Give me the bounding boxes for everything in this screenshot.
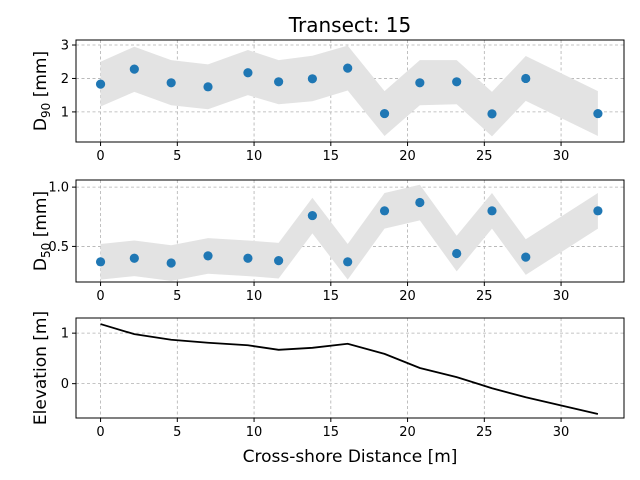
elevation-profile-line — [100, 323, 599, 415]
d90-range-band — [100, 45, 598, 137]
d90-point-0 — [95, 79, 106, 89]
d90-point-10 — [452, 77, 462, 87]
d90-axes-frame — [75, 39, 625, 143]
elevation-xtick-label-5: 25 — [476, 425, 493, 440]
d90-xtick-label-1: 5 — [173, 149, 181, 164]
d50-point-9 — [415, 197, 425, 208]
d50-point-1 — [129, 253, 139, 263]
d50-point-12 — [521, 252, 531, 262]
d90-point-5 — [274, 77, 284, 87]
elevation-xtick-label-1: 5 — [173, 425, 181, 440]
d90-panel: 0 5 10 15 20 25 30 1 2 3 D90 [mm] — [31, 39, 625, 164]
d90-point-8 — [379, 108, 390, 119]
d90-xtick-label-2: 10 — [246, 149, 263, 164]
d90-xtick-label-0: 0 — [96, 149, 104, 164]
d50-xtick-label-6: 30 — [553, 289, 570, 304]
d50-point-7 — [343, 257, 353, 267]
d50-axes-frame — [75, 179, 625, 283]
d90-point-7 — [343, 63, 353, 73]
d90-point-2 — [166, 78, 176, 88]
elevation-xtick-label-0: 0 — [96, 425, 104, 440]
elevation-xtick-label-3: 15 — [323, 425, 340, 440]
elevation-axes-frame — [75, 317, 625, 419]
d50-point-8 — [379, 206, 390, 216]
elevation-xtick-label-4: 20 — [399, 425, 416, 440]
d50-point-2 — [166, 258, 176, 268]
d50-y-axis-label: D50 [mm] — [31, 191, 53, 271]
d50-point-0 — [95, 257, 106, 267]
d90-point-3 — [203, 82, 213, 92]
d50-point-13 — [593, 206, 603, 216]
d50-xtick-label-5: 25 — [476, 289, 493, 304]
d90-xtick-label-4: 20 — [399, 149, 416, 164]
elevation-ytick-label-0: 0 — [61, 377, 69, 392]
d90-xtick-label-3: 15 — [323, 149, 340, 164]
d50-point-5 — [274, 256, 284, 266]
figure-title: Transect: 15 — [288, 13, 412, 37]
d50-ytick-label-0: 0.5 — [48, 240, 69, 255]
d90-xtick-label-6: 30 — [553, 149, 570, 164]
d50-xtick-label-3: 15 — [323, 289, 340, 304]
d50-xtick-label-2: 10 — [246, 289, 263, 304]
d90-y-axis-label: D90 [mm] — [31, 51, 53, 131]
elevation-xtick-label-6: 30 — [553, 425, 570, 440]
d50-point-11 — [487, 206, 497, 216]
d50-xtick-label-4: 20 — [399, 289, 416, 304]
elevation-xtick-label-2: 10 — [246, 425, 263, 440]
d90-point-12 — [521, 73, 531, 84]
d90-point-6 — [307, 74, 317, 84]
d90-ytick-label-1: 2 — [61, 72, 69, 87]
d50-range-band — [100, 184, 598, 281]
d50-point-10 — [452, 248, 462, 259]
elevation-panel: 0 5 10 15 20 25 30 0 1 Elevation [m] — [31, 311, 625, 440]
d90-point-9 — [415, 78, 425, 88]
elevation-ytick-label-1: 1 — [61, 327, 69, 342]
d50-ytick-label-1: 1.0 — [48, 181, 69, 196]
d90-ytick-label-0: 1 — [61, 105, 69, 120]
d90-xtick-label-5: 25 — [476, 149, 493, 164]
d50-xtick-label-0: 0 — [96, 289, 104, 304]
d90-ytick-label-2: 3 — [61, 39, 69, 54]
d50-point-4 — [243, 253, 253, 263]
d50-xtick-label-1: 5 — [173, 289, 181, 304]
d50-point-6 — [307, 210, 317, 221]
d90-point-13 — [593, 108, 603, 119]
x-axis-label: Cross-shore Distance [m] — [243, 447, 458, 467]
elevation-y-axis-label: Elevation [m] — [31, 311, 51, 425]
d90-point-11 — [487, 109, 497, 119]
d90-point-4 — [243, 68, 253, 78]
d50-point-3 — [203, 251, 213, 261]
d90-point-1 — [129, 64, 139, 74]
